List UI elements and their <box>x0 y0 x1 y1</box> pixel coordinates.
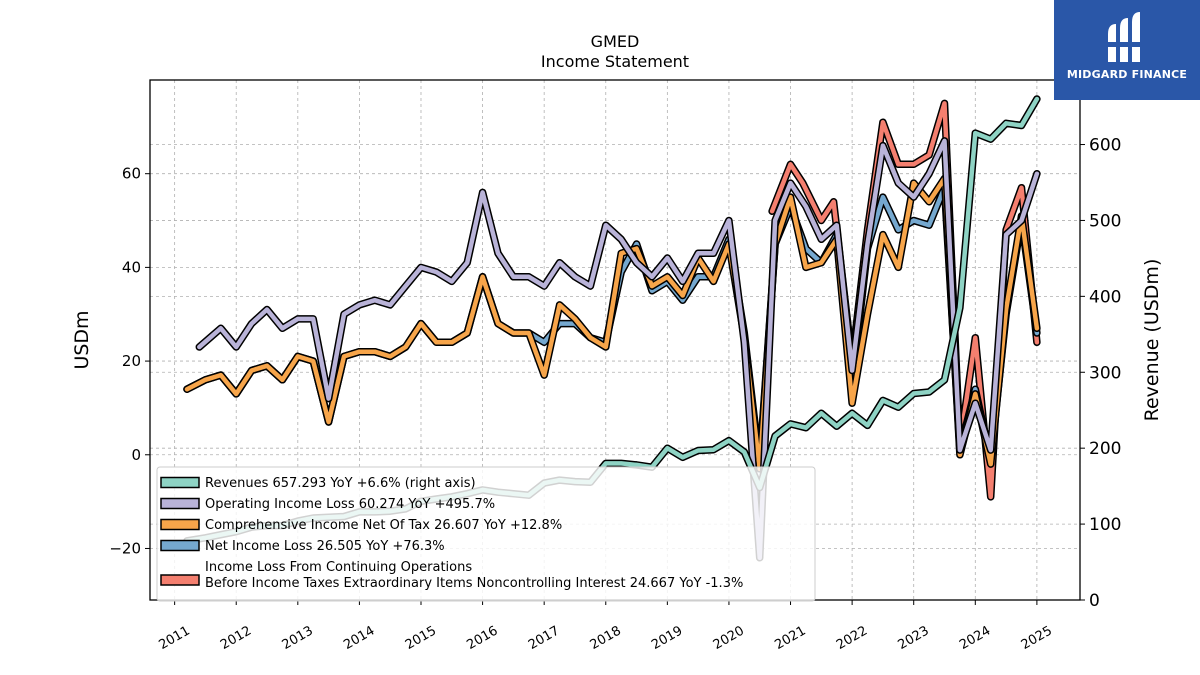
y2-tick-label: 400 <box>1089 287 1121 307</box>
x-tick-label: 2023 <box>896 623 932 653</box>
y-tick-label: 20 <box>122 352 141 370</box>
x-tick-label: 2024 <box>957 623 993 653</box>
brand-name: MIDGARD FINANCE <box>1066 68 1188 81</box>
legend-label: Before Income Taxes Extraordinary Items … <box>205 576 743 591</box>
x-tick-label: 2020 <box>711 623 747 653</box>
x-tick-label: 2021 <box>772 623 808 653</box>
y2-axis-label: Revenue (USDm) <box>1141 259 1163 422</box>
x-tick-label: 2012 <box>218 623 254 653</box>
y2-tick-label: 0 <box>1089 591 1100 611</box>
x-tick-label: 2014 <box>341 623 377 653</box>
right-axis-ticks: 0 100 200 300 400 500 600 <box>1080 136 1121 611</box>
legend-label: Income Loss From Continuing Operations <box>205 560 472 575</box>
x-tick-label: 2017 <box>526 623 562 653</box>
x-tick-label: 2025 <box>1019 623 1055 653</box>
y-tick-label: 60 <box>122 165 141 183</box>
chart-subtitle: Income Statement <box>541 52 689 71</box>
y2-tick-label: 200 <box>1089 439 1121 459</box>
y-tick-label: 40 <box>122 258 141 276</box>
y-tick-label: 0 <box>131 446 141 464</box>
legend-label: Revenues 657.293 YoY +6.6% (right axis) <box>205 476 476 491</box>
x-axis-ticks: 2011 2012 2013 2014 2015 2016 2017 2018 2019 2020… <box>156 600 1055 653</box>
left-axis-ticks: −20 0 20 40 60 <box>109 165 150 557</box>
legend-swatch <box>160 574 200 586</box>
legend-swatch <box>160 518 200 531</box>
y2-tick-label: 500 <box>1089 211 1121 231</box>
y2-tick-label: 100 <box>1089 515 1121 535</box>
y-tick-label: −20 <box>109 539 141 557</box>
legend-box <box>156 466 816 602</box>
legend-label: Operating Income Loss 60.274 YoY +495.7% <box>205 497 495 512</box>
x-tick-label: 2019 <box>649 623 685 653</box>
x-tick-label: 2022 <box>834 623 870 653</box>
legend-swatch <box>160 476 200 489</box>
y2-tick-label: 300 <box>1089 363 1121 383</box>
comprehensive-income-line <box>184 176 1040 472</box>
y2-tick-label: 600 <box>1089 136 1121 156</box>
legend: Revenues 657.293 YoY +6.6% (right axis) O… <box>156 466 816 602</box>
legend-swatch <box>160 497 200 510</box>
legend-label: Net Income Loss 26.505 YoY +76.3% <box>205 539 445 554</box>
legend-swatch <box>160 539 200 552</box>
midgard-logo-icon <box>1106 12 1142 62</box>
x-tick-label: 2018 <box>588 623 624 653</box>
x-tick-label: 2013 <box>280 623 316 653</box>
chart-title: GMED <box>591 32 640 51</box>
brand-logo: MIDGARD FINANCE <box>1054 0 1200 100</box>
legend-label: Comprehensive Income Net Of Tax 26.607 Y… <box>205 518 562 533</box>
x-tick-label: 2015 <box>403 623 439 653</box>
x-tick-label: 2011 <box>156 623 192 653</box>
operating-income-line <box>197 138 1040 561</box>
x-tick-label: 2016 <box>464 623 500 653</box>
y-axis-label: USDm <box>71 310 93 369</box>
